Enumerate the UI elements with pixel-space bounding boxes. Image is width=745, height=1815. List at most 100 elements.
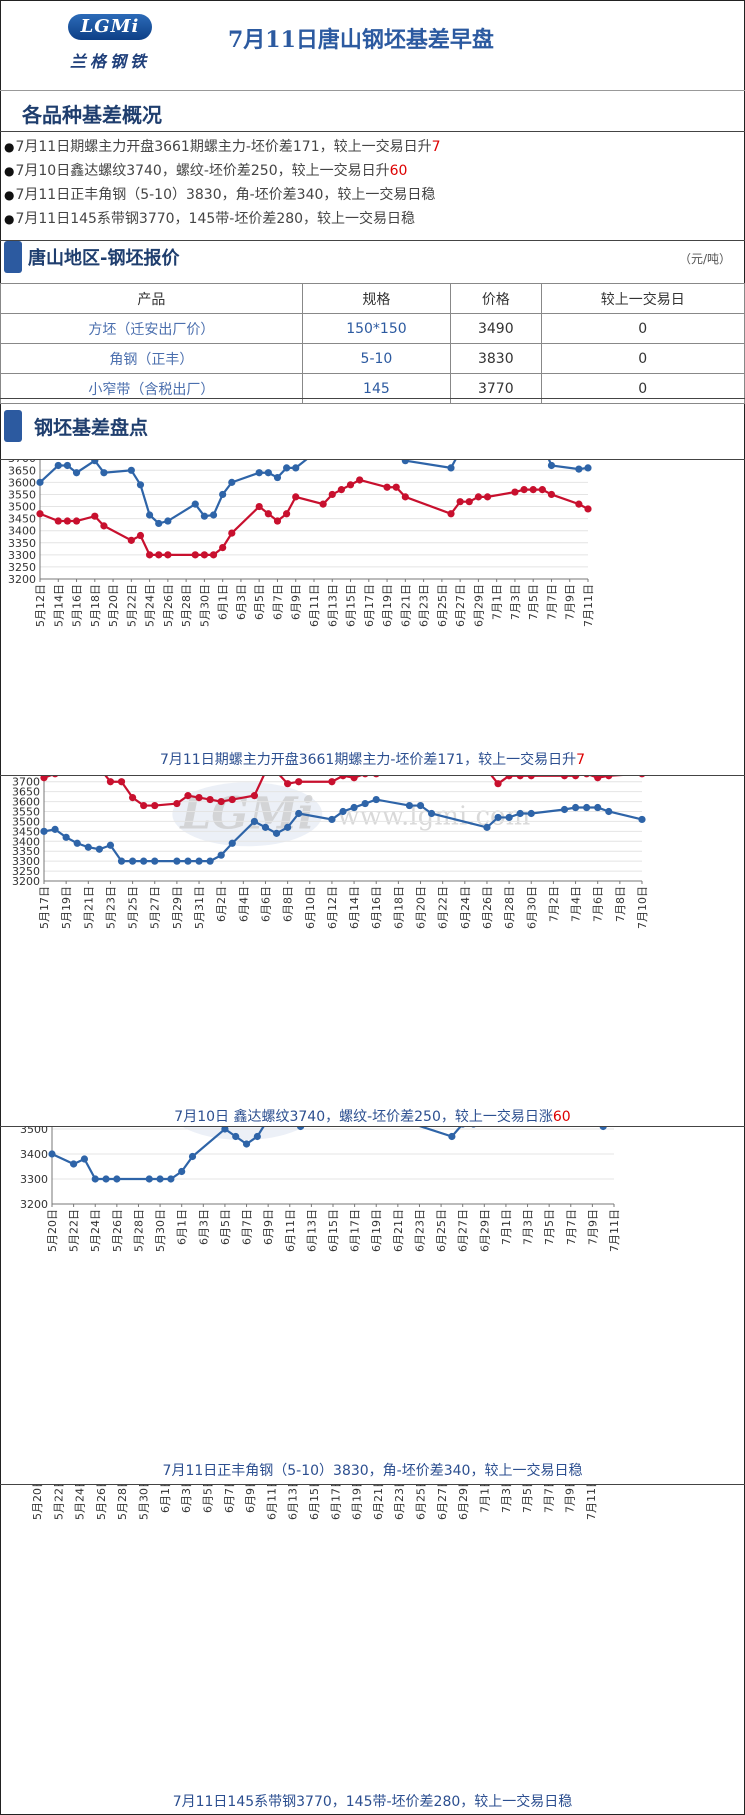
data-point [95,845,103,853]
x-tick-label: 6月27日 [457,1209,470,1252]
x-tick-label: 6月3日 [197,1209,210,1245]
x-tick-label: 7月9日 [564,1485,577,1513]
x-tick-label: 7月3日 [522,1209,535,1245]
data-point [228,839,236,847]
lgmi-logo: LGMi 兰格钢铁 [60,8,160,72]
data-point [383,483,391,491]
x-tick-label: 6月29日 [457,1485,470,1520]
data-point [350,803,358,812]
data-point [219,490,227,499]
x-tick-label: 6月1日 [217,584,230,620]
y-tick-label: 3300 [12,855,40,868]
data-point [221,1127,229,1133]
x-tick-label: 7月4日 [570,886,583,922]
data-point [151,857,159,865]
data-point [594,803,602,812]
series-line [51,1127,604,1181]
data-point [40,776,48,782]
divider [0,775,745,776]
data-point [102,1175,110,1183]
report-header: LGMi 兰格钢铁 7月11日唐山钢坯基差早盘 [0,0,745,91]
y-tick-label: 3200 [20,1198,48,1211]
data-point [84,843,92,851]
col-change: 较上一交易日 [540,283,745,314]
data-point [100,522,108,530]
data-point [605,776,613,780]
data-point [575,465,583,473]
data-point [145,1175,153,1183]
data-point [209,551,218,559]
data-point [447,510,455,518]
data-point [295,809,303,818]
data-point [516,776,524,780]
x-tick-label: 5月24日 [74,1485,87,1520]
x-tick-label: 6月24日 [459,886,472,929]
data-point [113,1175,121,1183]
x-tick-label: 7月5日 [527,584,540,620]
data-point [40,827,48,835]
y-tick-label: 3450 [12,825,40,838]
data-point [206,857,214,865]
y-tick-label: 3550 [8,488,36,501]
data-point [52,776,58,778]
data-point [128,857,137,865]
price-table: 产品 规格 价格 较上一交易日 方坯（迁安出厂价） 150*150 3490 0… [0,283,745,404]
data-point [191,551,199,559]
x-tick-label: 6月1日 [176,1209,189,1245]
data-point [178,1167,186,1176]
x-tick-label: 6月1日 [159,1485,172,1513]
data-point [63,517,71,525]
data-point [639,776,645,778]
data-point [36,478,44,486]
x-tick-label: 6月25日 [435,1209,448,1252]
x-tick-label: 7月9日 [586,1209,599,1245]
x-tick-label: 6月11日 [308,584,321,627]
data-point [356,476,364,484]
x-tick-label: 6月29日 [478,1209,491,1252]
data-point [36,510,44,518]
chart-rebar-billet: LGMiwww.lgmi.com320032503300335034003450… [12,776,649,929]
data-point [571,803,580,812]
data-point [173,857,181,865]
data-point [232,1132,240,1141]
x-tick-label: 6月17日 [349,1209,362,1252]
x-tick-label: 5月23日 [104,886,117,929]
data-point [146,551,154,559]
x-tick-label: 6月19日 [381,584,394,627]
data-point [70,1160,78,1168]
data-point [460,1127,465,1128]
x-tick-label: 6月13日 [287,1485,300,1520]
x-tick-label: 6月15日 [345,584,358,627]
x-tick-label: 5月22日 [68,1209,81,1252]
x-tick-label: 7月3日 [509,584,522,620]
data-point [200,512,208,520]
data-point [350,776,358,782]
y-tick-label: 3400 [20,1148,48,1161]
x-tick-label: 5月19日 [60,886,73,929]
x-tick-label: 7月11日 [585,1485,598,1520]
y-tick-label: 3350 [12,845,40,858]
overview-item: 7月11日正丰角钢（5-10）3830，角-坯价差340，较上一交易日稳 [4,184,734,208]
x-tick-label: 7月6日 [592,886,605,922]
overview-title: 各品种基差概况 [22,103,162,127]
x-tick-label: 6月17日 [363,584,376,627]
x-tick-label: 6月18日 [392,886,405,929]
x-tick-label: 7月11日 [582,584,595,627]
x-tick-label: 6月6日 [259,886,272,922]
data-point [63,461,71,470]
y-tick-label: 3250 [8,561,36,574]
data-point [283,510,291,518]
y-tick-label: 3700 [8,460,36,465]
x-tick-label: 6月21日 [399,584,412,627]
x-tick-label: 6月26日 [481,886,494,929]
x-tick-label: 6月9日 [262,1209,275,1245]
x-tick-label: 6月7日 [241,1209,254,1245]
x-tick-label: 5月30日 [138,1485,151,1520]
data-point [474,493,482,501]
data-point [401,460,409,465]
data-point [483,823,491,831]
data-point [405,801,414,810]
data-point [538,486,546,494]
x-tick-label: 6月4日 [237,886,250,922]
y-tick-label: 3250 [12,865,40,878]
